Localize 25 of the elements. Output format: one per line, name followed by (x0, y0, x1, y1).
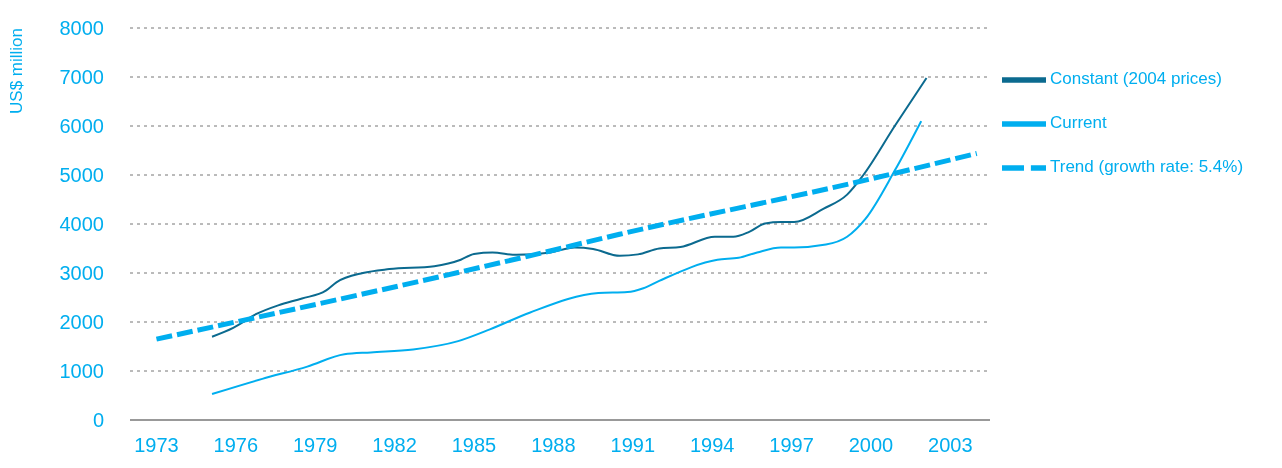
y-tick-label: 4000 (59, 213, 104, 236)
x-tick-label: 1994 (689, 434, 735, 457)
y-tick-label: 8000 (59, 17, 104, 40)
legend-label: Current (1050, 113, 1107, 133)
line-series (211, 76, 928, 338)
x-tick-label: 1991 (610, 434, 656, 457)
x-tick-label: 2003 (928, 434, 973, 457)
y-tick-label: 7000 (59, 66, 104, 89)
y-tick-label: 0 (92, 409, 104, 432)
legend-label: Constant (2004 prices) (1050, 69, 1222, 89)
x-tick-label: 1982 (372, 434, 417, 457)
legend-label: Trend (growth rate: 5.4%) (1050, 157, 1244, 177)
x-tick-label: 1973 (134, 434, 179, 457)
y-tick-label: 3000 (59, 262, 104, 285)
x-tick-label: 1979 (292, 434, 338, 457)
x-tick-label: 1997 (769, 434, 814, 457)
y-tick-label: 1000 (59, 360, 104, 383)
x-tick-label: 1976 (213, 434, 259, 457)
y-tick-label: 5000 (59, 164, 104, 187)
x-tick-label: 1985 (451, 434, 497, 457)
y-tick-label: 2000 (59, 311, 104, 334)
x-tick-label: 1988 (531, 434, 576, 457)
x-tick-label: 2000 (848, 434, 894, 457)
y-tick-label: 6000 (59, 115, 104, 138)
y-axis-title: US$ million (7, 28, 26, 114)
